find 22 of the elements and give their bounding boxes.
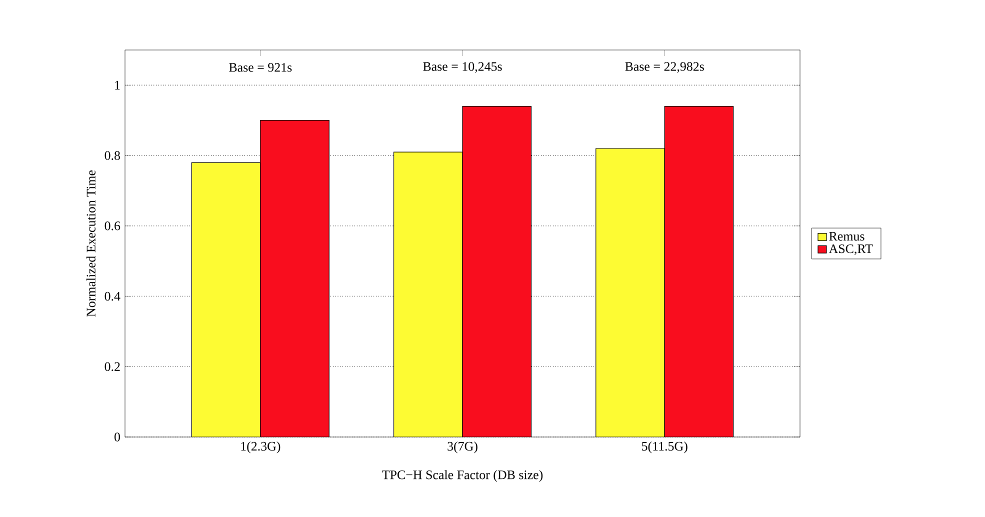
legend-label: Remus: [829, 232, 864, 241]
y-axis-title: Normalized Execution Time: [86, 170, 96, 317]
bar: [393, 152, 463, 437]
bar: [596, 148, 665, 437]
y-tick-label: 0.6: [104, 222, 120, 230]
y-tick-label: 0.4: [104, 292, 120, 301]
annotation: Base = 10,245s: [423, 62, 502, 73]
legend-label: ASC,RT: [828, 244, 873, 256]
annotation: Base = 921s: [229, 63, 292, 72]
y-tick-label: 0: [114, 432, 120, 442]
annotation: Base = 22,982s: [625, 62, 704, 73]
bar: [191, 162, 261, 437]
x-axis-title: TPC−H Scale Factor (DB size): [382, 470, 543, 482]
y-tick-label: 1: [115, 80, 120, 90]
x-tick-label: 1(2.3G): [241, 442, 280, 454]
x-tick-label: 3(7G): [448, 442, 478, 454]
bar: [664, 106, 734, 437]
y-tick-label: 0.8: [104, 151, 120, 160]
bar: [462, 106, 532, 437]
x-tick-label: 5(11.5G): [642, 442, 688, 454]
bar: [260, 120, 330, 437]
y-tick-label: 0.2: [104, 362, 120, 372]
